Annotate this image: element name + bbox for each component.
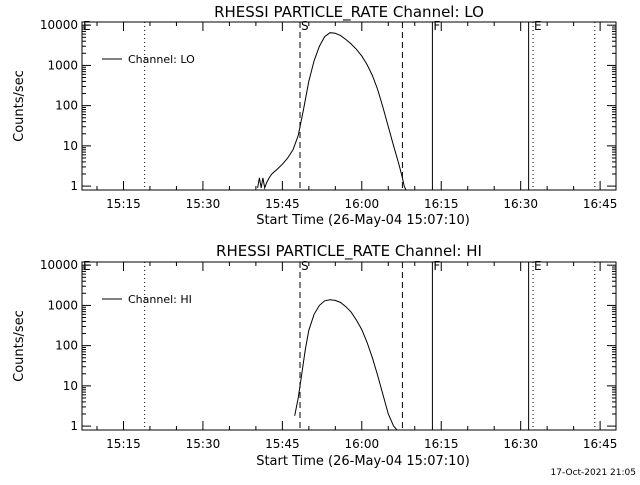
series-line [294, 299, 398, 430]
panel-hi-channel: RHESSI PARTICLE_RATE Channel: HI 15:15 15:… [12, 242, 617, 469]
series-line [257, 32, 407, 190]
marker-label: E [83, 19, 91, 33]
y-tick-label: 100 [55, 339, 78, 353]
x-axis-label: Start Time (26-May-04 15:07:10) [256, 454, 470, 469]
x-tick-label: 15:45 [265, 437, 300, 451]
chart-title: RHESSI PARTICLE_RATE Channel: HI [216, 242, 482, 261]
x-tick-label: 15:30 [186, 437, 221, 451]
x-tick-label: 16:30 [503, 197, 538, 211]
footer-timestamp: 17-Oct-2021 21:05 [551, 468, 636, 478]
x-tick-label: 15:30 [186, 197, 221, 211]
x-tick-label: 16:45 [583, 437, 618, 451]
y-tick-label: 10 [63, 379, 78, 393]
x-tick-label: 15:15 [106, 437, 141, 451]
chart-title: RHESSI PARTICLE_RATE Channel: LO [214, 3, 484, 22]
marker-label: F [433, 19, 440, 33]
y-axis-label: Counts/sec [12, 70, 27, 142]
x-tick-label: 15:45 [265, 197, 300, 211]
y-tick-label: 1 [70, 419, 78, 433]
legend-label: Channel: HI [128, 293, 192, 306]
marker-label: E [534, 259, 542, 273]
y-tick-label: 10 [63, 139, 78, 153]
y-tick-label: 10000 [40, 18, 78, 32]
x-tick-label: 16:00 [345, 197, 380, 211]
marker-label: F [433, 259, 440, 273]
x-tick-label: 16:15 [424, 437, 459, 451]
x-tick-label: 16:30 [503, 437, 538, 451]
legend-label: Channel: LO [128, 53, 195, 66]
x-tick-label: 15:15 [106, 197, 141, 211]
x-tick-label: 16:15 [424, 197, 459, 211]
x-tick-label: 16:45 [583, 197, 618, 211]
x-axis-label: Start Time (26-May-04 15:07:10) [256, 213, 470, 228]
marker-label: S [301, 19, 309, 33]
y-tick-label: 10000 [40, 258, 78, 272]
panel-lo-channel: RHESSI PARTICLE_RATE Channel: LO 15:15 15:… [12, 3, 617, 228]
plot-frame [81, 21, 617, 191]
plot-frame [81, 261, 617, 431]
y-tick-label: 1000 [47, 298, 78, 312]
marker-label: E [534, 19, 542, 33]
marker-label: E [83, 259, 91, 273]
y-axis-label: Counts/sec [12, 310, 27, 382]
x-tick-label: 16:00 [345, 437, 380, 451]
marker-label: S [301, 259, 309, 273]
y-tick-label: 100 [55, 99, 78, 113]
y-tick-label: 1000 [47, 58, 78, 72]
y-tick-label: 1 [70, 179, 78, 193]
